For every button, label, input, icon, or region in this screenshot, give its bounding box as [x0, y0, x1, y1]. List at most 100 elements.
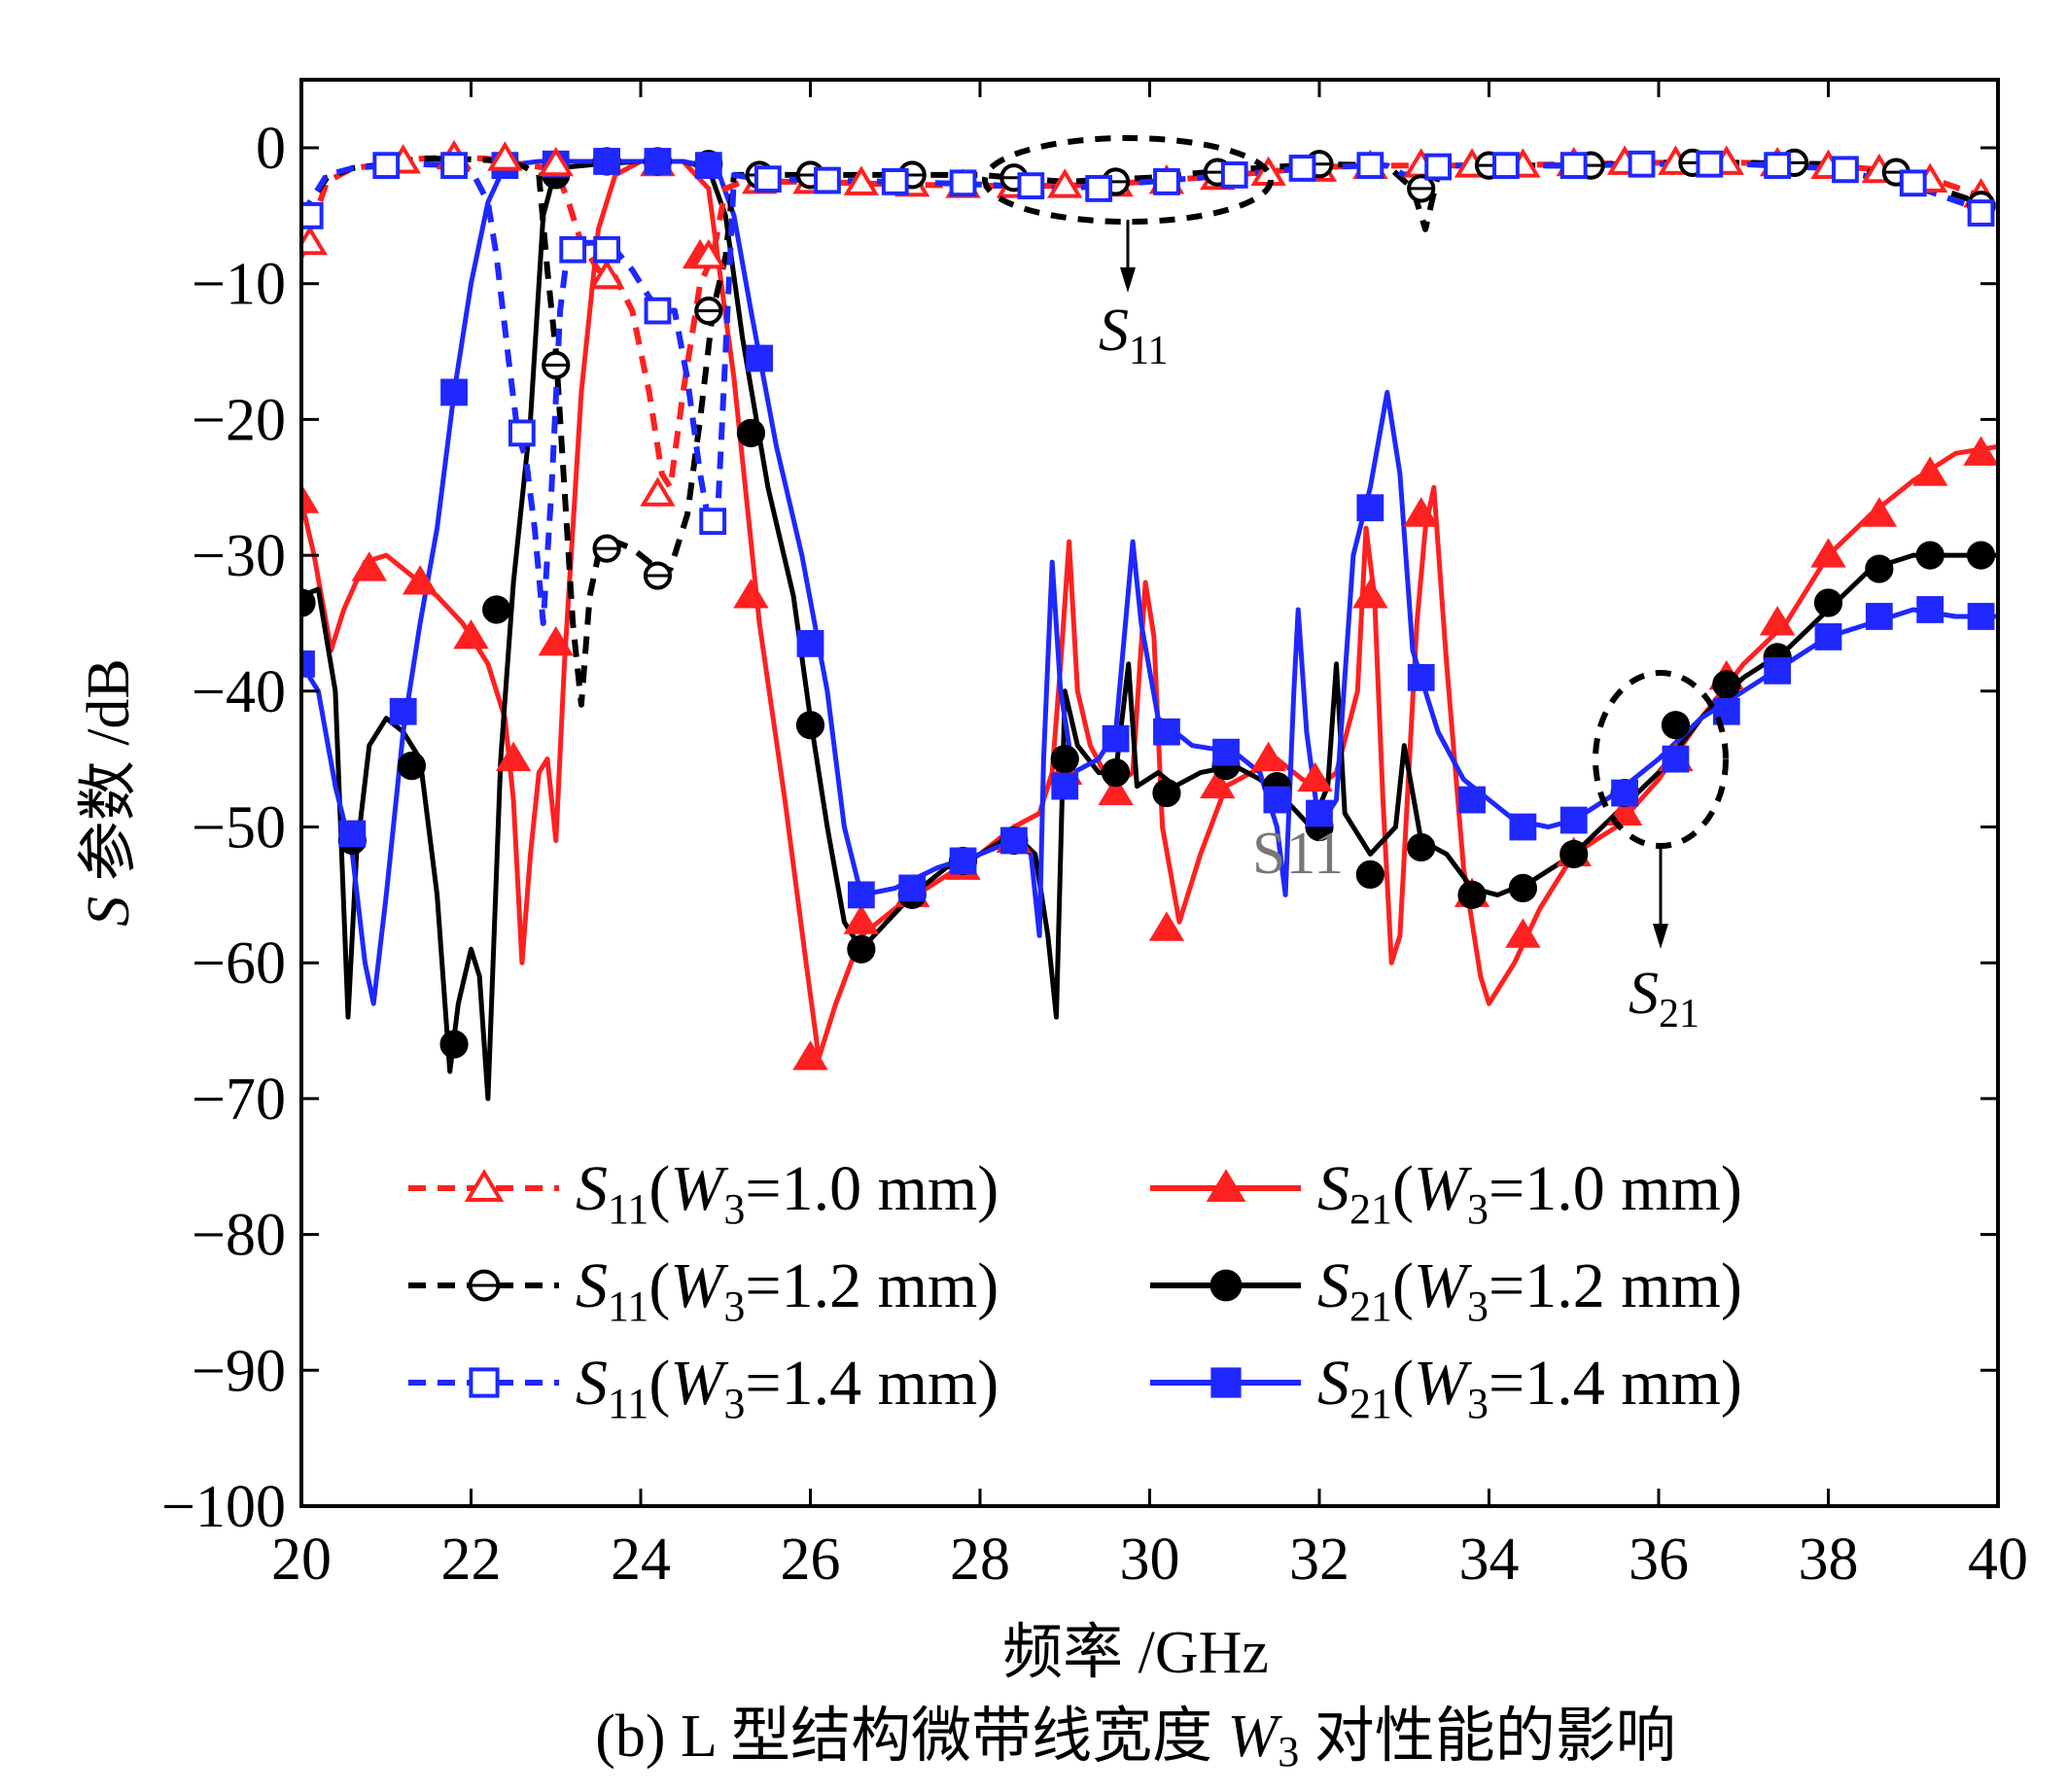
circle-marker [1915, 541, 1944, 570]
square-marker [1509, 813, 1537, 841]
square-marker [1263, 786, 1291, 814]
x-axis-label: 频率 /GHz [1002, 1620, 1269, 1686]
circle-marker [482, 595, 511, 624]
triangle-marker [1403, 497, 1439, 527]
triangle-marker [1206, 1169, 1246, 1202]
triangle-marker [1200, 768, 1236, 799]
triangle-marker [1963, 436, 1998, 466]
circle-marker [301, 588, 316, 617]
square-marker [1967, 603, 1995, 630]
circle-marker [1508, 873, 1538, 902]
square-marker [1085, 175, 1113, 202]
circle-marker [439, 1030, 469, 1059]
circle-marker [1813, 588, 1843, 617]
square-marker [1000, 826, 1028, 855]
legend-label: S21(W3=1.0 mm) [1317, 1153, 1742, 1233]
square-marker [1306, 799, 1333, 827]
y-tick-label: −40 [192, 659, 286, 725]
square-marker [644, 297, 672, 325]
legend-item: S11(W3=1.0 mm) [408, 1153, 998, 1233]
square-marker [644, 148, 672, 175]
triangle-marker [464, 1169, 505, 1202]
triangle-marker [402, 565, 438, 595]
square-marker [1865, 603, 1893, 630]
square-marker [1492, 152, 1520, 180]
triangle-marker [538, 626, 574, 656]
square-marker [847, 881, 875, 909]
x-tick-label: 40 [1968, 1527, 2028, 1593]
square-marker [1712, 697, 1740, 725]
x-tick-label: 22 [441, 1527, 502, 1593]
y-tick-label: −60 [192, 931, 286, 997]
axis-ticks: 20 22 24 26 28 30 32 34 36 38 40 0 −10 −20 −30 −40 −50 −6… [161, 80, 2028, 1593]
triangle-marker [733, 579, 769, 609]
y-tick-label: −30 [192, 523, 286, 589]
square-marker [753, 165, 782, 193]
legend-item: S21(W3=1.2 mm) [1150, 1250, 1742, 1330]
triangle-marker [640, 476, 676, 507]
triangle-marker [1606, 795, 1643, 826]
square-marker [1356, 152, 1384, 180]
triangle-marker [351, 551, 388, 581]
y-tick-label: −100 [161, 1474, 286, 1540]
triangle-marker [538, 146, 574, 177]
square-marker [1696, 150, 1724, 178]
square-marker [1559, 806, 1588, 834]
square-marker [440, 152, 468, 180]
square-marker [301, 201, 324, 229]
triangle-marker [453, 619, 489, 650]
s11-arrowhead [1120, 267, 1136, 293]
legend-label: S11(W3=1.2 mm) [576, 1250, 998, 1330]
annotation-label: S21 [1629, 961, 1699, 1037]
circle-marker [736, 418, 766, 447]
caption-var: W [1228, 1704, 1283, 1770]
square-marker [1153, 718, 1180, 746]
square-marker [469, 1367, 500, 1398]
triangle-marker [301, 483, 320, 513]
y-axis-label: S 参数 /dB [76, 658, 142, 927]
square-marker [1764, 152, 1792, 180]
square-marker [1407, 663, 1435, 691]
legend-label: S21(W3=1.2 mm) [1317, 1250, 1742, 1330]
square-marker [593, 148, 621, 175]
square-marker [898, 874, 927, 902]
square-marker [1424, 153, 1453, 181]
square-marker [1102, 724, 1130, 753]
square-marker [1051, 772, 1079, 800]
plot-markers [301, 139, 1998, 1071]
square-marker [699, 508, 727, 536]
annotations: S11 S21 [982, 135, 1729, 1037]
square-marker [1356, 494, 1384, 522]
x-tick-label: 28 [950, 1527, 1010, 1593]
triangle-marker [1250, 741, 1286, 772]
x-tick-label: 30 [1120, 1527, 1180, 1593]
circle-marker [1661, 711, 1691, 740]
square-marker [1288, 155, 1316, 182]
triangle-marker [588, 259, 625, 290]
series-line [301, 158, 1998, 1061]
square-marker [1832, 156, 1859, 184]
x-tick-label: 34 [1459, 1527, 1520, 1593]
square-marker [1899, 169, 1927, 197]
triangle-marker [1810, 538, 1846, 568]
s21-arrowhead [1653, 924, 1668, 949]
legend-label: S11(W3=1.4 mm) [576, 1348, 998, 1427]
legend: S11(W3=1.0 mm) S11(W3=1.2 mm) S11(W3=1.4 m… [408, 1153, 1742, 1427]
caption-sub: 3 [1278, 1728, 1299, 1775]
triangle-marker [1861, 497, 1898, 527]
circle-marker [795, 711, 825, 740]
triangle-marker [1505, 918, 1541, 948]
x-tick-label: 36 [1629, 1527, 1689, 1593]
triangle-marker [1352, 579, 1388, 609]
legend-item: S11(W3=1.2 mm) [408, 1250, 998, 1330]
triangle-marker [1297, 761, 1333, 792]
y-axis-label-var: S [76, 896, 142, 927]
x-tick-label: 20 [271, 1527, 332, 1593]
y-tick-label: −20 [192, 387, 286, 453]
square-marker [746, 344, 774, 372]
square-marker [1153, 168, 1180, 195]
circle-marker [1407, 832, 1436, 862]
square-marker [1212, 738, 1240, 766]
square-marker [881, 168, 909, 195]
